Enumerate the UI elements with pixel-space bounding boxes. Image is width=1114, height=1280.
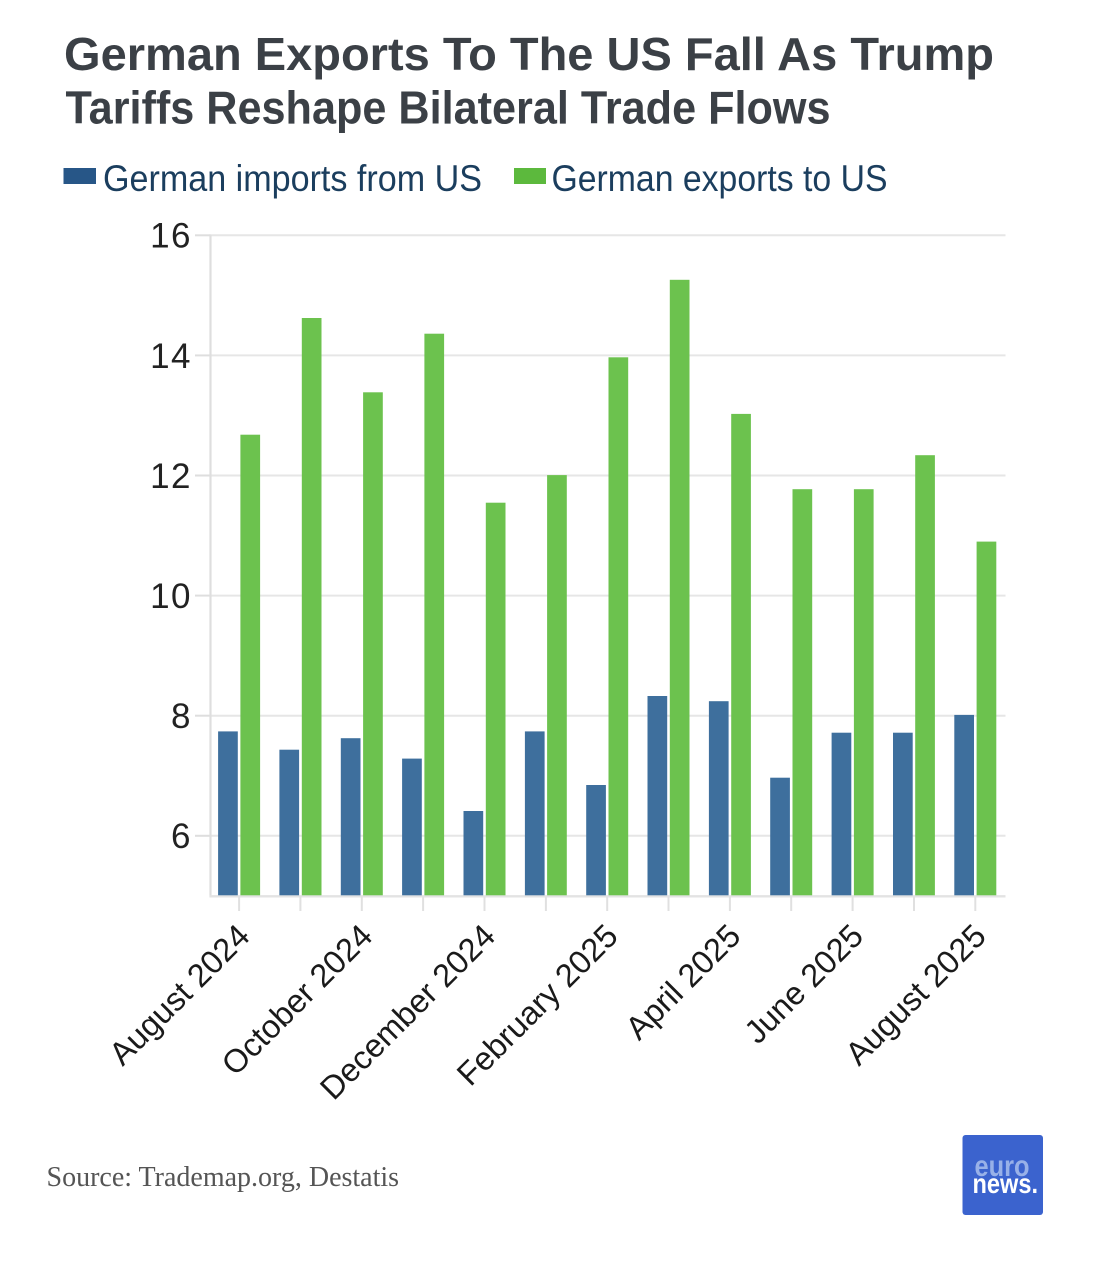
svg-text:8: 8 [171,697,192,736]
svg-text:German imports from US: German imports from US [103,158,482,199]
svg-text:14: 14 [150,337,192,376]
svg-text:German Exports To The US Fall: German Exports To The US Fall As Trump [64,28,994,80]
svg-text:Source: Trademap.org, Destatis: Source: Trademap.org, Destatis [47,1162,400,1193]
svg-text:German exports to US: German exports to US [552,158,888,199]
svg-text:16: 16 [150,217,192,256]
svg-text:Tariffs Reshape Bilateral Trad: Tariffs Reshape Bilateral Trade Flows [66,82,831,134]
svg-text:news.: news. [973,1168,1039,1199]
svg-text:12: 12 [150,457,192,496]
svg-text:10: 10 [150,577,192,616]
svg-text:6: 6 [171,817,192,856]
svg-text:euro: euro [975,1150,1030,1183]
